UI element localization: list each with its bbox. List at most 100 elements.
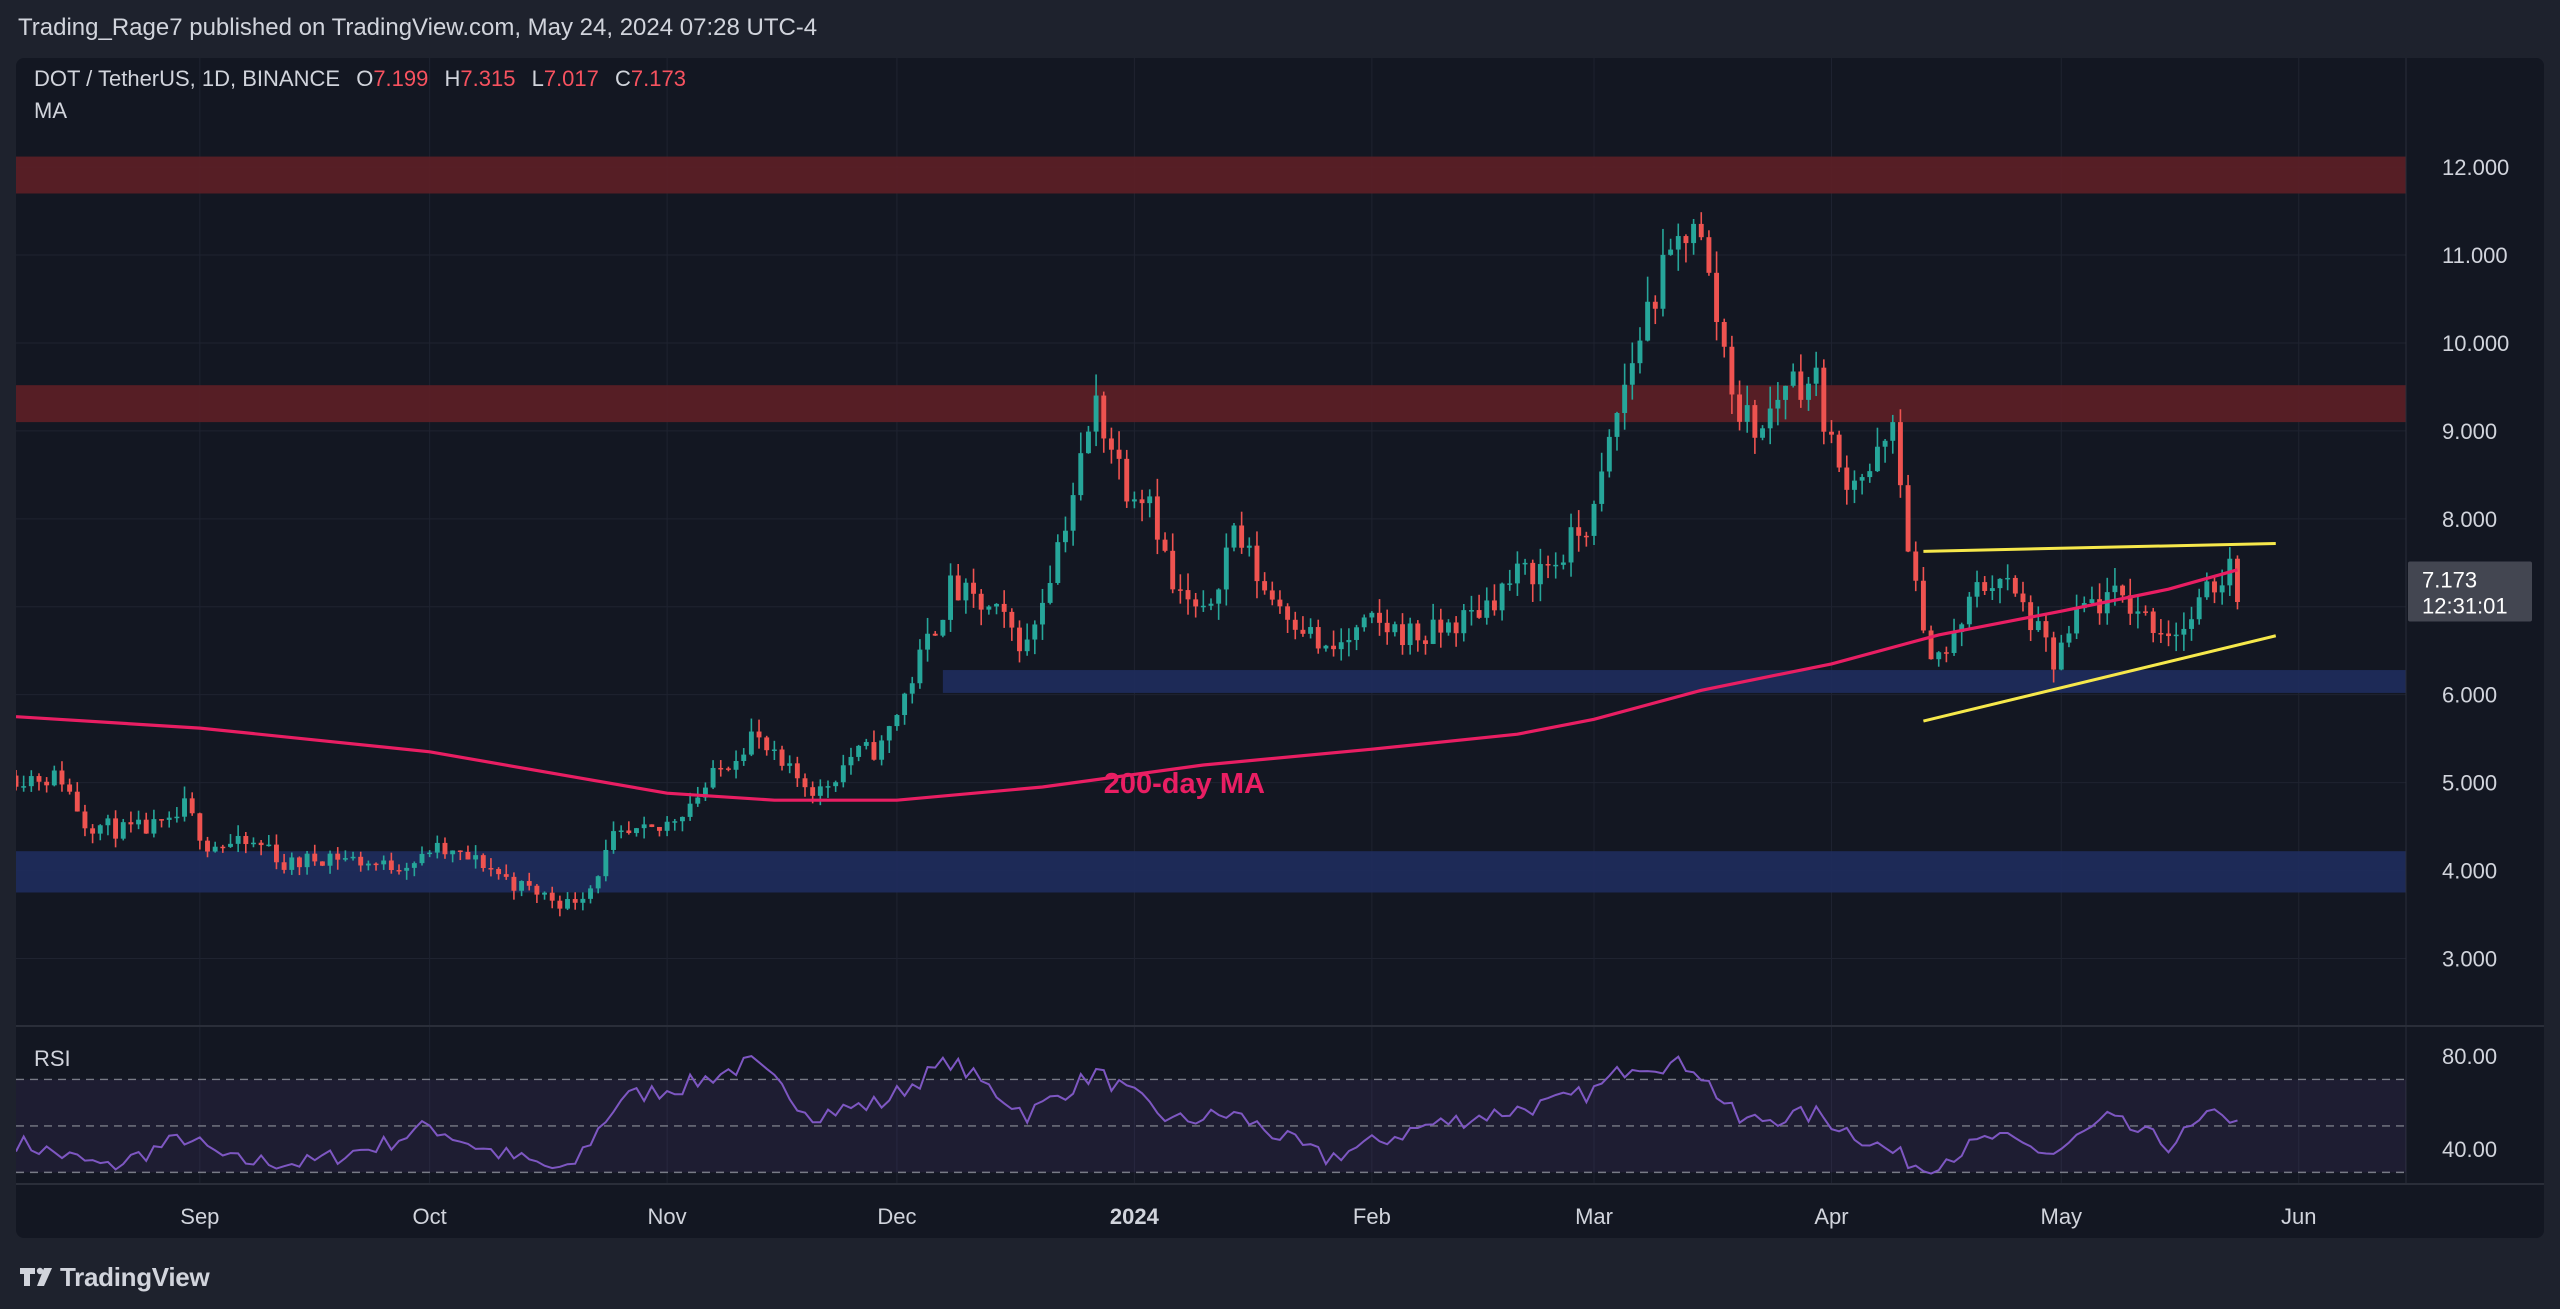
high-key: H — [444, 66, 461, 91]
candle — [1361, 614, 1367, 632]
candle-body — [2112, 585, 2118, 593]
candle-body — [1890, 422, 1896, 441]
candle-body — [1017, 627, 1022, 652]
candle — [205, 836, 210, 858]
candle — [28, 770, 34, 792]
candle — [549, 886, 555, 909]
candle — [166, 811, 172, 828]
candle — [434, 835, 440, 859]
x-tick-label: Dec — [877, 1204, 916, 1229]
symbol-label: DOT / TetherUS, 1D, BINANCE — [34, 66, 341, 91]
candle — [1706, 230, 1712, 276]
candle — [649, 824, 655, 828]
candle — [1147, 489, 1153, 518]
candle-body — [1943, 652, 1949, 654]
candle — [1683, 234, 1689, 263]
candle-body — [526, 881, 532, 886]
candle — [273, 834, 279, 870]
ma-annotation: 200-day MA — [1104, 768, 1265, 800]
candle-body — [1591, 503, 1597, 536]
candle — [1108, 427, 1114, 464]
candle — [113, 810, 119, 848]
candle-body — [871, 742, 877, 760]
candle-body — [2235, 558, 2240, 603]
candle — [940, 619, 946, 638]
candle — [1300, 616, 1306, 637]
candle — [2089, 586, 2095, 605]
high-value: 7.315 — [460, 66, 516, 91]
candle — [2150, 607, 2156, 643]
candle — [1423, 635, 1428, 655]
candle-body — [2120, 585, 2126, 596]
candle-body — [480, 855, 486, 869]
candle — [289, 852, 295, 875]
candle — [228, 834, 233, 848]
candle-body — [894, 715, 900, 727]
candle-body — [1760, 428, 1765, 438]
candle — [1622, 363, 1628, 430]
candle-body — [1331, 645, 1337, 650]
candle-body — [1829, 431, 1834, 435]
candle-body — [1009, 611, 1015, 628]
candle-body — [1377, 612, 1382, 623]
candle-body — [2173, 634, 2179, 637]
candle — [396, 864, 402, 875]
rsi-tick-label: 80.00 — [2442, 1044, 2497, 1069]
candle — [871, 730, 877, 761]
candle-body — [534, 885, 540, 895]
candle-body — [1315, 627, 1321, 649]
candle — [1836, 430, 1842, 473]
candle — [1476, 594, 1482, 619]
candle-body — [411, 863, 417, 868]
candlestick-chart[interactable]: 200-day MA 12.000 11.000 10.000 9.000 8.000 7.… — [16, 58, 2544, 1238]
candle — [932, 631, 938, 636]
candle-body — [971, 582, 976, 594]
candle — [978, 589, 984, 626]
candle-body — [1407, 623, 1413, 646]
candle-body — [925, 633, 931, 650]
candle — [327, 850, 333, 874]
candle — [1246, 537, 1252, 557]
candle-body — [1905, 485, 1911, 552]
candle — [1629, 342, 1635, 400]
candle-body — [1499, 583, 1505, 611]
candle-body — [1706, 237, 1712, 273]
indicator-label-ma[interactable]: MA — [34, 98, 67, 123]
chart-panel[interactable]: 200-day MA 12.000 11.000 10.000 9.000 8.000 7.… — [16, 58, 2544, 1238]
ma-200-line — [16, 568, 2238, 802]
candle-body — [1300, 629, 1306, 634]
candle — [243, 831, 249, 854]
candle — [1614, 411, 1620, 451]
candle-body — [1951, 631, 1957, 653]
candle-body — [496, 868, 502, 875]
candle-body — [51, 770, 57, 786]
candle-body — [902, 693, 908, 716]
candle — [189, 792, 195, 816]
candle — [304, 850, 310, 875]
candle-body — [1491, 600, 1497, 611]
candle-body — [1216, 589, 1222, 604]
candle-body — [1668, 249, 1674, 255]
candle — [1591, 500, 1597, 545]
publisher-line: Trading_Rage7 published on TradingView.c… — [18, 14, 818, 41]
candle-body — [649, 824, 655, 827]
candle-body — [909, 683, 915, 694]
candle — [1063, 516, 1068, 553]
candle — [90, 824, 96, 844]
candle — [1024, 623, 1030, 656]
candle — [2212, 576, 2217, 604]
candle — [1806, 376, 1811, 411]
candle-body — [687, 803, 693, 817]
resistance-zone — [16, 385, 2406, 423]
candle — [503, 864, 509, 880]
candle-body — [1415, 623, 1421, 641]
candle-body — [1698, 223, 1704, 238]
candle — [373, 862, 379, 871]
candle — [1637, 327, 1643, 374]
candle — [251, 837, 256, 848]
candle — [779, 745, 785, 771]
candle — [1446, 619, 1451, 636]
candle — [856, 744, 862, 762]
indicator-label-rsi[interactable]: RSI — [34, 1046, 71, 1071]
candle — [235, 825, 241, 853]
